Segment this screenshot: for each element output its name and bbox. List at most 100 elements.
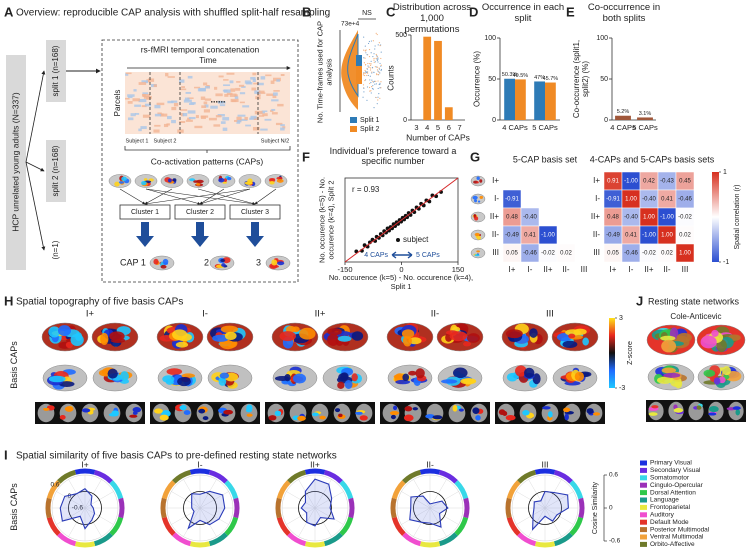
brain-blob: [656, 376, 673, 384]
slice-blob: [458, 408, 464, 412]
timeseries-cell: [153, 84, 157, 87]
timeseries-cell: [132, 98, 140, 102]
legend-label: Somatomotor: [650, 475, 690, 482]
col-label: I+: [610, 265, 617, 274]
sample-dot: [378, 93, 380, 95]
network-arc: [74, 541, 96, 548]
brain-blob: [476, 176, 480, 180]
timeseries-cell: [197, 88, 206, 92]
timeseries-cell: [157, 112, 162, 115]
sample-dot: [366, 68, 369, 70]
label: HCP unrelated young adults (N=337): [10, 92, 20, 232]
x-tick-label: 6: [447, 123, 451, 132]
sample-dot: [365, 70, 367, 73]
panel-title: Spatial topography of five basis CAPs: [16, 297, 183, 308]
chart-title: 5-CAP basis set: [513, 154, 578, 164]
sample-dot: [367, 74, 370, 77]
slice-blob: [472, 407, 480, 414]
slice: [648, 401, 664, 421]
network-arc: [189, 468, 211, 475]
timeseries-cell: [133, 89, 137, 92]
brain-blob: [172, 329, 188, 341]
col-label: I-: [528, 265, 533, 274]
sample-dot: [376, 73, 378, 75]
network-arc: [348, 497, 355, 519]
sample-dot: [374, 45, 376, 47]
slice-blob: [673, 408, 684, 413]
slice-blob: [547, 411, 553, 418]
label: (n=1): [51, 240, 60, 259]
network-arc: [454, 480, 469, 500]
x-tick-label: 5 CAPs: [632, 123, 658, 132]
brain-blob: [473, 214, 476, 217]
network-arc: [172, 469, 192, 484]
brain-blob: [462, 341, 472, 347]
timeseries-cell: [223, 79, 229, 81]
sample-dot: [378, 67, 380, 69]
legend-swatch: [640, 534, 647, 540]
timeseries-cell: [234, 96, 239, 100]
brain-blob: [711, 329, 719, 337]
network-arc: [323, 469, 343, 484]
network-arc: [553, 469, 573, 484]
brain-blob: [556, 332, 573, 342]
timeseries-cell: [138, 82, 147, 85]
timeseries-cell: [252, 126, 260, 131]
cap-label: I-: [202, 309, 208, 320]
sample-dot: [364, 79, 366, 82]
slice-blob: [132, 407, 142, 413]
sample-dot: [376, 58, 378, 60]
timeseries-cell: [215, 115, 222, 118]
value-label: 0.02: [679, 233, 691, 239]
cluster-box: [119, 204, 171, 220]
sample-dot: [369, 90, 371, 92]
row-label: III: [492, 248, 499, 257]
sample-dot: [372, 55, 374, 58]
brain-blob: [162, 258, 169, 265]
sample-dot: [376, 56, 378, 58]
timeseries-cell: [180, 113, 184, 117]
y-axis-label: No. Time-frames used for CAP analysis: [315, 20, 333, 124]
timeseries-cell: [127, 96, 133, 99]
network-arc: [276, 516, 291, 536]
network-arc: [419, 468, 441, 475]
legend-label: Split 1: [360, 117, 380, 124]
timeseries-cell: [265, 74, 272, 77]
brain-blob: [716, 339, 727, 353]
sample-dot: [364, 50, 367, 52]
timeseries-cell: [181, 86, 185, 89]
assign-arrow: [197, 188, 256, 205]
slice-blob: [432, 415, 443, 420]
sample-dot: [364, 72, 366, 74]
value-label: 47%: [534, 75, 545, 81]
slice-blob: [334, 408, 341, 413]
timeseries-cell: [167, 76, 175, 78]
legend-label: Frontoparietal: [650, 504, 691, 511]
timeseries-cell: [165, 72, 169, 77]
brain-blob: [467, 333, 480, 343]
network-arc: [534, 541, 556, 548]
label: Subject 1: [126, 138, 149, 144]
sample-dot: [371, 79, 373, 81]
brain-blob: [344, 379, 353, 389]
sample-dot: [371, 66, 374, 69]
y-tick-label: 500: [395, 32, 407, 39]
value-label: 0.48: [607, 215, 619, 221]
panel-title: Resting state networks: [648, 296, 740, 306]
y-tick-label: 0: [492, 117, 496, 124]
network-arc: [506, 516, 521, 536]
brain-blob: [141, 181, 147, 186]
brain-blob: [219, 372, 230, 379]
sample-dot: [376, 103, 378, 105]
slice-blob: [355, 411, 363, 415]
panel-letter: G: [470, 149, 480, 164]
sample-dot: [365, 49, 367, 51]
x-axis-label: Number of CAPs: [406, 132, 470, 142]
x-tick-label: 5 CAPs: [532, 123, 558, 132]
timeseries-cell: [146, 97, 151, 100]
network-arc: [517, 469, 537, 484]
brain-blob: [402, 335, 412, 347]
y-tick-label: 100: [596, 35, 608, 42]
timeseries-cell: [127, 101, 133, 104]
timeseries-cell: [239, 101, 245, 104]
